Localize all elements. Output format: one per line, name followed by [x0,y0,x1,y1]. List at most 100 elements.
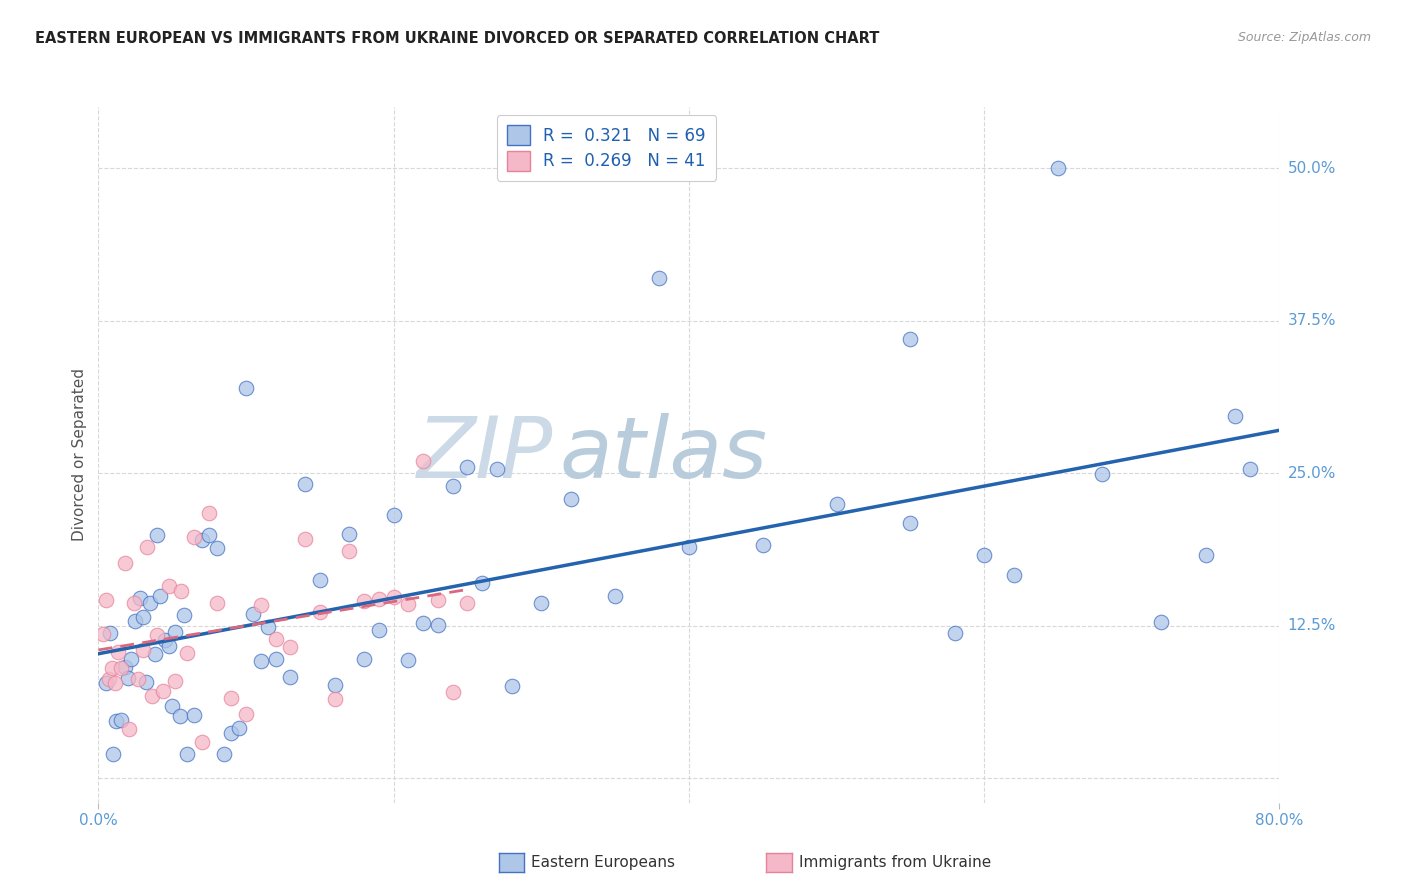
Y-axis label: Divorced or Separated: Divorced or Separated [72,368,87,541]
Point [250,654,273,668]
Point [212,747,235,761]
Point [1046,161,1069,175]
Point [169,708,191,723]
Point [152,684,174,698]
Point [135,674,157,689]
Point [139,596,162,610]
Text: atlas: atlas [560,413,768,497]
Point [1002,567,1025,582]
Point [278,640,302,654]
Point [219,725,242,739]
Point [219,691,242,706]
Point [264,632,287,646]
Point [396,653,419,667]
Point [900,332,922,346]
Point [309,573,332,587]
Point [162,699,183,714]
Point [471,576,494,591]
Point [132,609,155,624]
Point [205,541,228,555]
Point [648,271,671,285]
Point [198,506,221,520]
Point [146,527,169,541]
Point [94,676,117,690]
Point [456,596,478,610]
Point [353,594,375,608]
Point [198,527,221,541]
Point [117,671,139,685]
Point [973,549,995,563]
Point [176,747,198,761]
Point [427,617,450,632]
Point [427,593,450,607]
Point [294,532,316,546]
Point [294,477,316,491]
Point [382,508,405,522]
Point [605,590,627,604]
Point [1091,467,1114,481]
Point [396,597,419,611]
Point [1150,615,1173,629]
Point [530,596,553,610]
Point [120,652,142,666]
Point [900,516,922,530]
Point [132,642,155,657]
Point [122,597,145,611]
Point [104,676,127,690]
Point [118,722,141,736]
Point [412,454,434,468]
Text: 12.5%: 12.5% [1288,618,1336,633]
Point [173,608,195,623]
Point [337,543,360,558]
Point [456,460,478,475]
Point [441,479,464,493]
Point [486,461,509,475]
Point [127,673,149,687]
Point [337,527,360,541]
Text: ZIP: ZIP [416,413,553,497]
Point [124,615,146,629]
Point [183,530,205,544]
Point [323,678,346,692]
Point [146,628,169,642]
Point [309,606,332,620]
Text: 37.5%: 37.5% [1288,313,1336,328]
Point [943,626,966,640]
Point [94,592,117,607]
Point [128,591,150,606]
Point [114,556,136,570]
Text: Immigrants from Ukraine: Immigrants from Ukraine [799,855,991,870]
Point [368,592,391,607]
Point [183,708,205,723]
Point [228,722,250,736]
Point [257,620,280,634]
Point [100,661,122,675]
Point [323,692,346,706]
Point [149,589,172,603]
Point [191,735,214,749]
Point [103,747,125,761]
Point [153,633,176,648]
Point [205,596,228,610]
Text: 25.0%: 25.0% [1288,466,1336,481]
Point [143,647,166,661]
Point [98,625,121,640]
Point [235,706,257,721]
Point [170,583,193,598]
Point [1239,462,1261,476]
Point [1195,548,1218,562]
Point [242,607,264,621]
Text: Eastern Europeans: Eastern Europeans [531,855,675,870]
Point [353,652,375,666]
Point [110,661,132,675]
Point [278,670,302,684]
Point [825,497,848,511]
Point [235,381,257,395]
Point [250,598,273,612]
Text: Source: ZipAtlas.com: Source: ZipAtlas.com [1237,31,1371,45]
Point [678,540,700,554]
Point [107,645,129,659]
Point [751,538,773,552]
Point [157,640,180,654]
Point [141,689,163,703]
